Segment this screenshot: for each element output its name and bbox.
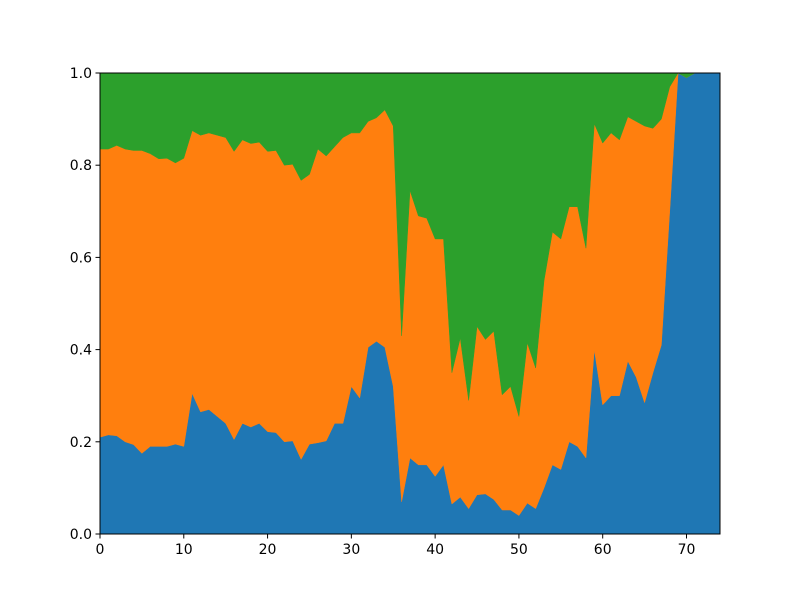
y-tick-label: 0.2 xyxy=(70,435,92,451)
y-tick-label: 0.4 xyxy=(70,343,92,359)
x-tick-label: 60 xyxy=(594,542,612,558)
area-series-group xyxy=(99,72,721,535)
x-tick-label: 50 xyxy=(510,542,528,558)
plot-frame xyxy=(99,72,721,535)
y-tick-label: 0.6 xyxy=(70,250,92,266)
y-axis: 0.0 0.2 0.4 0.6 0.8 1.0 xyxy=(70,66,100,543)
x-axis: 0 10 20 30 40 50 60 70 xyxy=(96,534,696,558)
x-tick-label: 30 xyxy=(342,542,360,558)
y-tick-label: 0.0 xyxy=(70,527,92,543)
x-tick-label: 40 xyxy=(426,542,444,558)
x-tick-label: 10 xyxy=(175,542,193,558)
x-tick-label: 20 xyxy=(259,542,277,558)
y-tick-label: 0.8 xyxy=(70,158,92,174)
y-tick-label: 1.0 xyxy=(70,66,92,82)
x-tick-label: 0 xyxy=(96,542,105,558)
x-tick-label: 70 xyxy=(678,542,696,558)
